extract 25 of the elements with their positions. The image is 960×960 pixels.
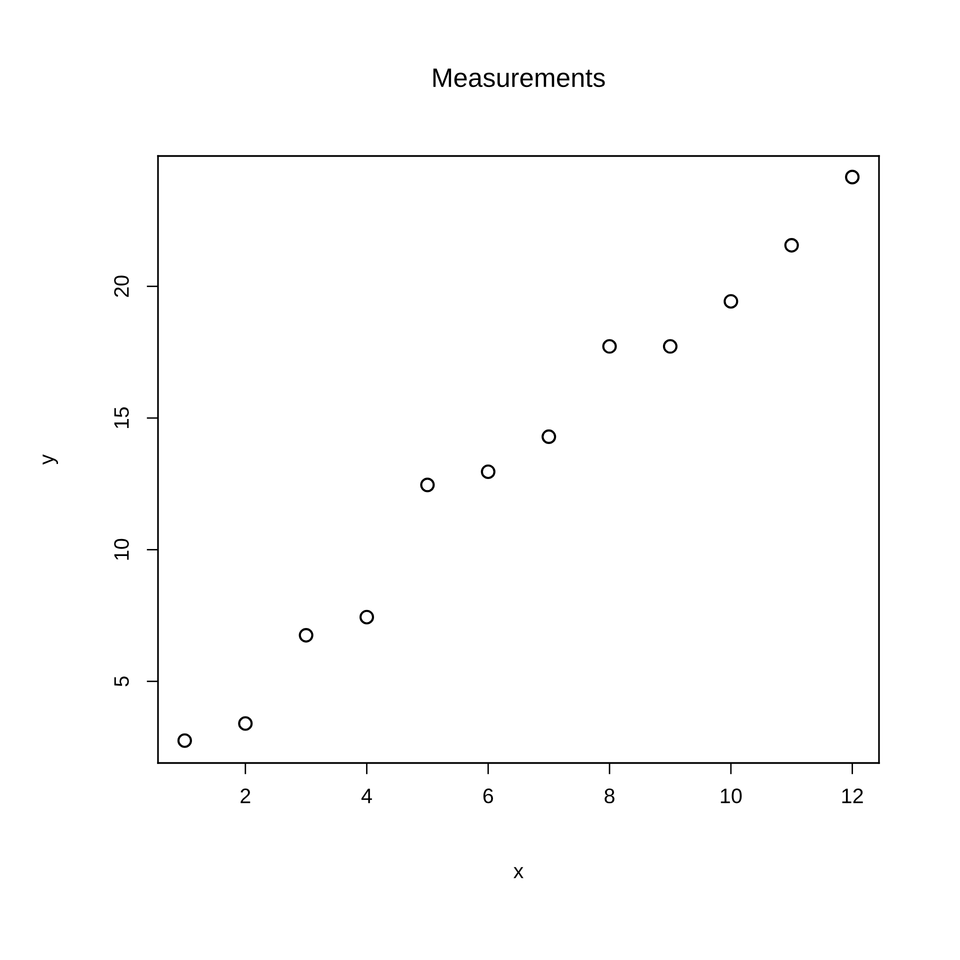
point: [238, 716, 253, 731]
x-tick-label: 4: [361, 788, 372, 804]
x-tick-label: 8: [604, 788, 614, 804]
y-tick-label: 10: [114, 538, 129, 560]
point: [845, 170, 860, 184]
point: [480, 464, 496, 480]
x-tick-label: 2: [240, 788, 250, 804]
y-tick-label: 20: [114, 276, 129, 297]
y-tick-label: 15: [114, 407, 129, 428]
x-axis-title: x: [514, 867, 524, 878]
point: [724, 294, 738, 309]
x-tick-label: 12: [842, 788, 863, 804]
y-axis-title: y: [42, 454, 58, 465]
point: [542, 429, 556, 444]
point: [177, 733, 192, 748]
x-tick-label: 6: [483, 788, 494, 804]
point: [298, 628, 314, 643]
x-tick-label: 10: [720, 788, 742, 804]
point: [602, 339, 617, 354]
point: [359, 610, 374, 624]
y-tick-label: 5: [114, 676, 129, 686]
point: [784, 238, 799, 253]
chart-title: Measurements: [433, 68, 605, 88]
point: [420, 478, 435, 492]
point: [662, 339, 678, 354]
